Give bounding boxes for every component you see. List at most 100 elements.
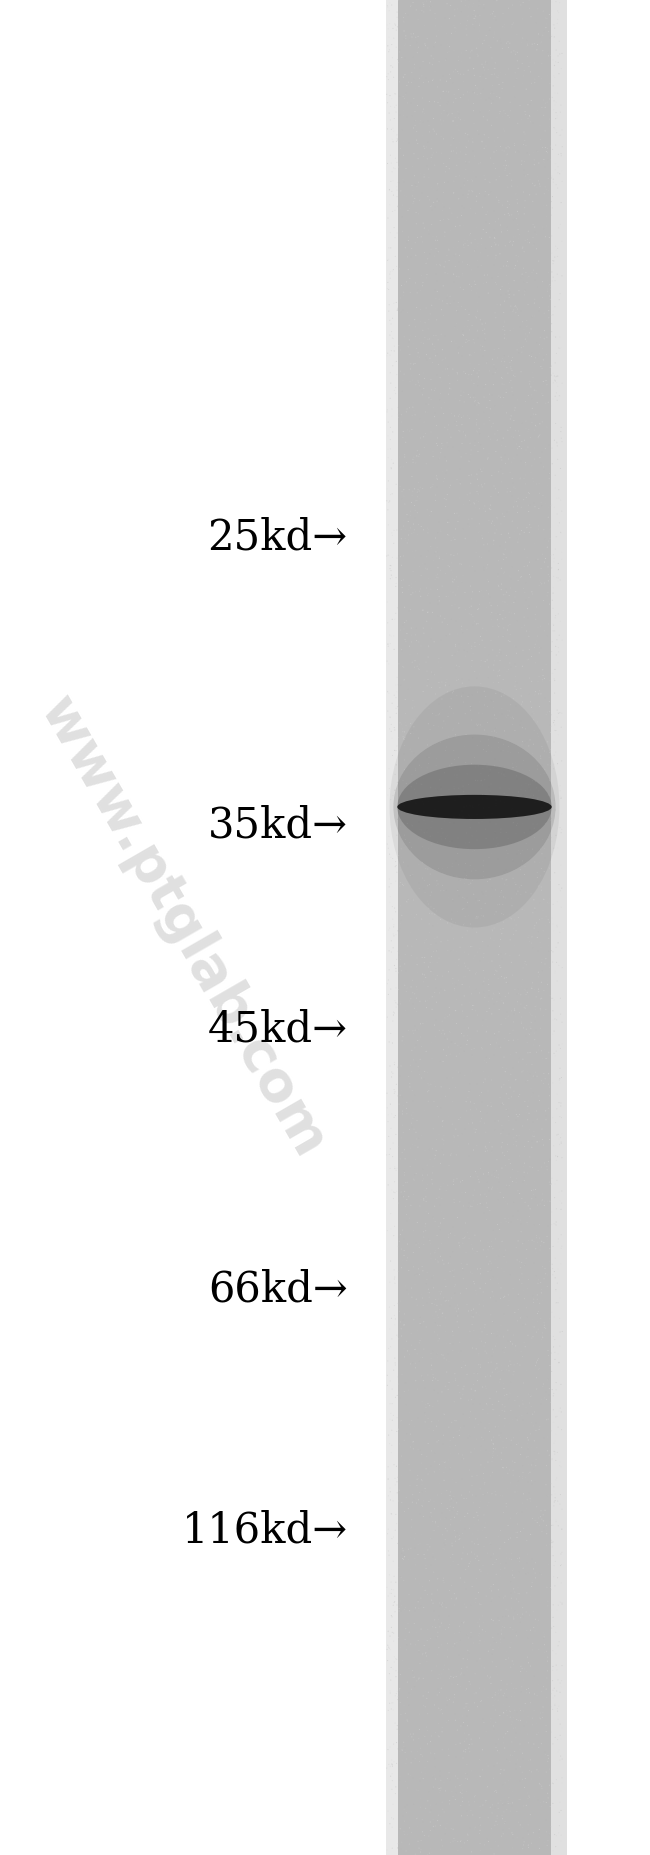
Point (448, 497, 458, 527)
Point (449, 1052, 460, 1081)
Point (529, 399, 539, 429)
Point (408, 1673, 418, 1703)
Point (514, 1269, 524, 1298)
Point (400, 1827, 411, 1855)
Point (525, 1043, 535, 1072)
Point (479, 173, 489, 202)
Point (554, 198, 564, 228)
Point (543, 462, 553, 492)
Point (469, 1703, 479, 1733)
Point (543, 757, 554, 787)
Point (516, 523, 526, 553)
Point (489, 139, 500, 169)
Point (493, 651, 503, 681)
Point (528, 228, 539, 258)
Point (519, 850, 530, 879)
Point (513, 1829, 523, 1855)
Point (436, 1172, 447, 1202)
Point (419, 595, 429, 625)
Point (469, 323, 479, 352)
Point (448, 922, 458, 952)
Point (454, 1569, 465, 1599)
Point (422, 1228, 433, 1258)
Point (448, 1814, 459, 1844)
Point (462, 67, 472, 96)
Point (545, 1681, 556, 1710)
Point (479, 1692, 489, 1721)
Point (467, 592, 478, 621)
Point (392, 1606, 402, 1636)
Point (421, 432, 431, 462)
Point (417, 1020, 428, 1050)
Point (451, 1260, 462, 1289)
Point (410, 1657, 420, 1686)
Point (481, 1608, 491, 1638)
Point (395, 529, 405, 558)
Point (494, 76, 504, 106)
Point (538, 1740, 549, 1770)
Point (433, 1653, 443, 1682)
Point (497, 1786, 508, 1816)
Point (383, 1391, 393, 1421)
Point (541, 69, 551, 98)
Point (450, 299, 461, 328)
Point (547, 380, 557, 410)
Point (386, 889, 396, 918)
Point (456, 1423, 467, 1452)
Point (467, 709, 478, 738)
Point (538, 757, 549, 787)
Point (386, 521, 396, 551)
Point (461, 1677, 471, 1707)
Point (384, 404, 394, 434)
Point (491, 1595, 501, 1625)
Point (410, 566, 421, 595)
Point (550, 868, 560, 898)
Point (508, 710, 518, 740)
Point (460, 1408, 470, 1438)
Point (545, 701, 555, 731)
Point (459, 740, 469, 770)
Point (536, 953, 547, 983)
Point (447, 915, 457, 944)
Point (423, 148, 434, 178)
Point (406, 1328, 416, 1358)
Point (520, 1404, 530, 1434)
Point (487, 186, 497, 215)
Point (504, 282, 514, 312)
Point (430, 378, 440, 408)
Point (421, 1577, 431, 1606)
Point (452, 1592, 462, 1621)
Point (396, 126, 406, 156)
Point (406, 842, 416, 872)
Point (497, 1024, 508, 1054)
Point (391, 1478, 402, 1508)
Point (464, 189, 474, 219)
Point (534, 1657, 545, 1686)
Point (464, 1575, 474, 1605)
Point (541, 189, 552, 219)
Point (537, 321, 547, 351)
Point (475, 646, 486, 675)
Point (400, 681, 410, 710)
Point (395, 165, 406, 195)
Point (383, 1217, 393, 1247)
Point (447, 286, 458, 315)
Point (412, 603, 423, 633)
Point (396, 1191, 406, 1221)
Point (495, 200, 506, 230)
Point (497, 1690, 508, 1720)
Point (480, 1178, 490, 1208)
Point (400, 1386, 410, 1415)
Point (448, 1248, 458, 1278)
Point (456, 584, 466, 614)
Point (405, 673, 415, 703)
Point (523, 265, 533, 295)
Point (388, 1712, 398, 1742)
Point (519, 1695, 529, 1725)
Point (396, 1026, 407, 1055)
Point (537, 1094, 547, 1124)
Point (399, 668, 410, 697)
Point (464, 636, 474, 666)
Point (531, 410, 541, 440)
Point (459, 957, 469, 987)
